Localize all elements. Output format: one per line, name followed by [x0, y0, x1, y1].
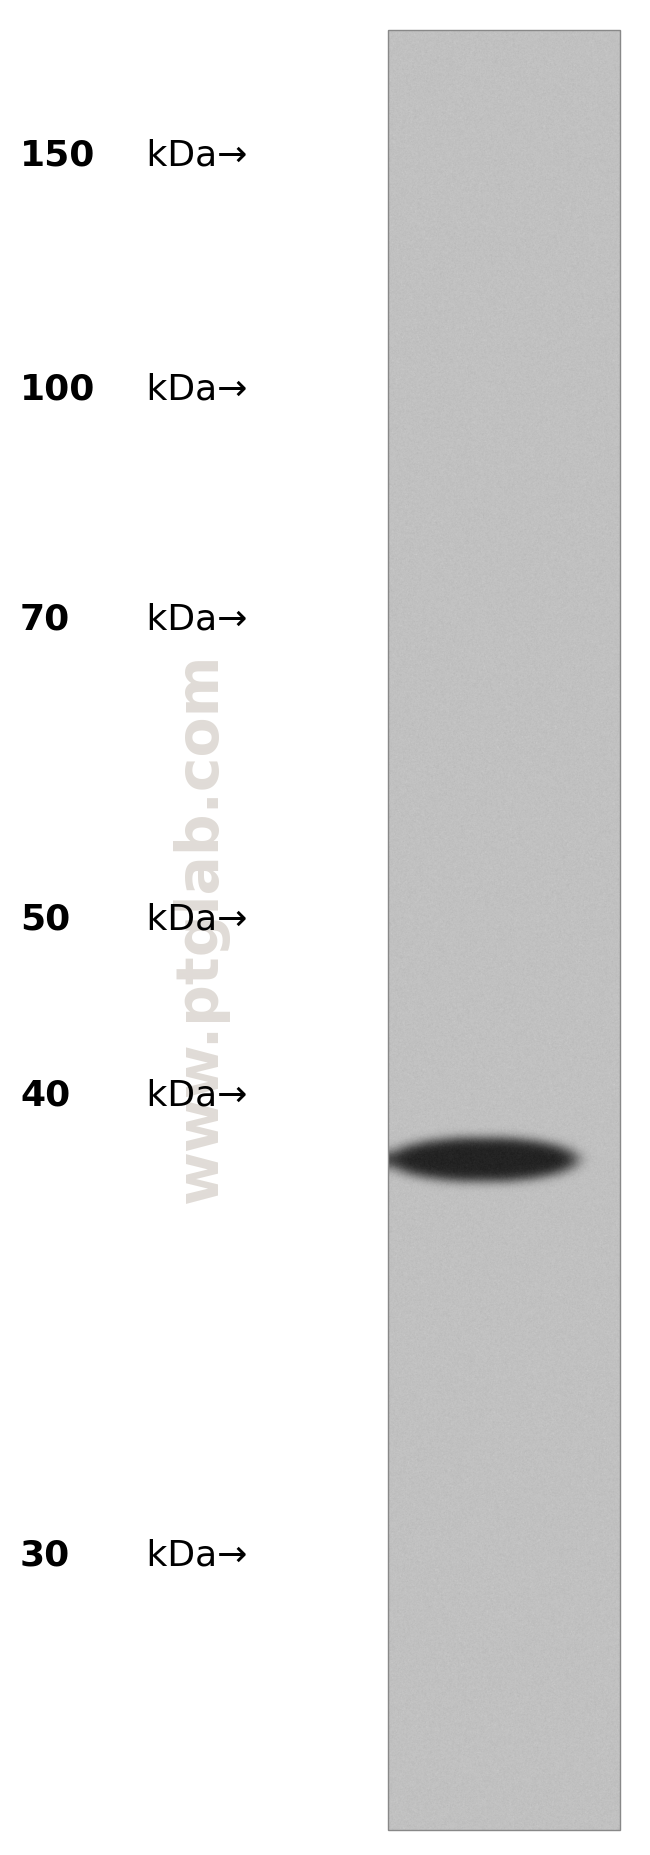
- Text: 150: 150: [20, 137, 96, 173]
- Text: www.ptglab.com: www.ptglab.com: [172, 653, 229, 1202]
- Text: 30: 30: [20, 1538, 70, 1571]
- Text: kDa→: kDa→: [135, 603, 248, 636]
- Text: kDa→: kDa→: [135, 1538, 248, 1571]
- Text: 40: 40: [20, 1078, 70, 1111]
- Text: kDa→: kDa→: [135, 1078, 248, 1111]
- Text: 50: 50: [20, 903, 70, 937]
- Text: kDa→: kDa→: [135, 373, 248, 406]
- Text: kDa→: kDa→: [135, 903, 248, 937]
- Text: kDa→: kDa→: [135, 137, 248, 173]
- Text: 100: 100: [20, 373, 96, 406]
- Text: 70: 70: [20, 603, 70, 636]
- Bar: [388, 30, 620, 1831]
